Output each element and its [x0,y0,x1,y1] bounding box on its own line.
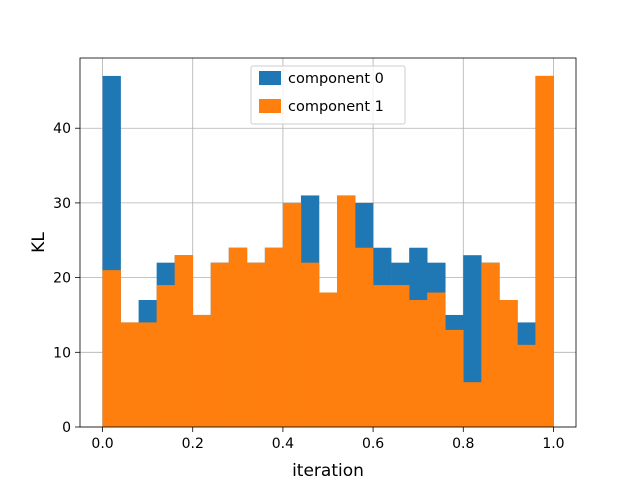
bar-component-1 [445,329,464,427]
bar-component-1 [138,322,157,427]
bar-component-1 [228,247,248,427]
bar-component-1 [499,300,518,427]
y-tick-label: 30 [53,196,71,212]
x-tick-label: 0.2 [182,436,204,452]
x-tick-label: 0.0 [91,436,113,452]
x-axis-label: iteration [292,461,364,480]
axis-ticks: 0.0 0.2 0.4 0.6 0.8 1.0 0 10 20 30 40 [53,121,564,452]
y-tick-label: 40 [53,121,71,137]
bar-component-1 [517,344,536,427]
bar-component-1 [246,262,266,427]
bar-component-1 [337,195,356,427]
y-tick-label: 10 [53,345,71,361]
legend: component 0 component 1 [250,65,406,125]
x-tick-label: 0.6 [362,436,384,452]
bar-component-1 [427,292,446,427]
bar-component-1 [300,262,320,427]
plot-frame [79,57,577,428]
bar-component-1 [102,270,121,427]
bars [102,75,554,427]
bar-component-1 [210,262,230,427]
y-axis-label: KL [29,232,49,253]
bar-component-1 [192,314,212,427]
bar-component-1 [156,285,175,427]
y-tick-label: 0 [62,420,71,436]
bar-component-1 [391,285,410,427]
bar-component-1 [463,382,482,427]
x-tick-label: 0.4 [272,436,294,452]
bar-component-1 [120,322,139,427]
x-tick-label: 1.0 [542,436,564,452]
legend-swatch-component-0 [259,71,281,85]
legend-box [250,65,406,125]
bar-component-1 [355,247,374,427]
y-tick-label: 20 [53,271,71,287]
bar-component-1 [409,300,428,427]
legend-swatch-component-1 [259,99,281,113]
legend-label-component-1: component 1 [288,99,384,115]
legend-label-component-0: component 0 [288,71,384,87]
x-tick-label: 0.8 [452,436,474,452]
bar-component-1 [282,202,302,427]
bar-component-1 [481,262,500,427]
bar-component-1 [373,285,392,427]
bar-component-1 [535,75,554,427]
bar-component-1 [318,292,338,427]
bar-component-1 [264,247,284,427]
bar-component-1 [174,255,194,427]
